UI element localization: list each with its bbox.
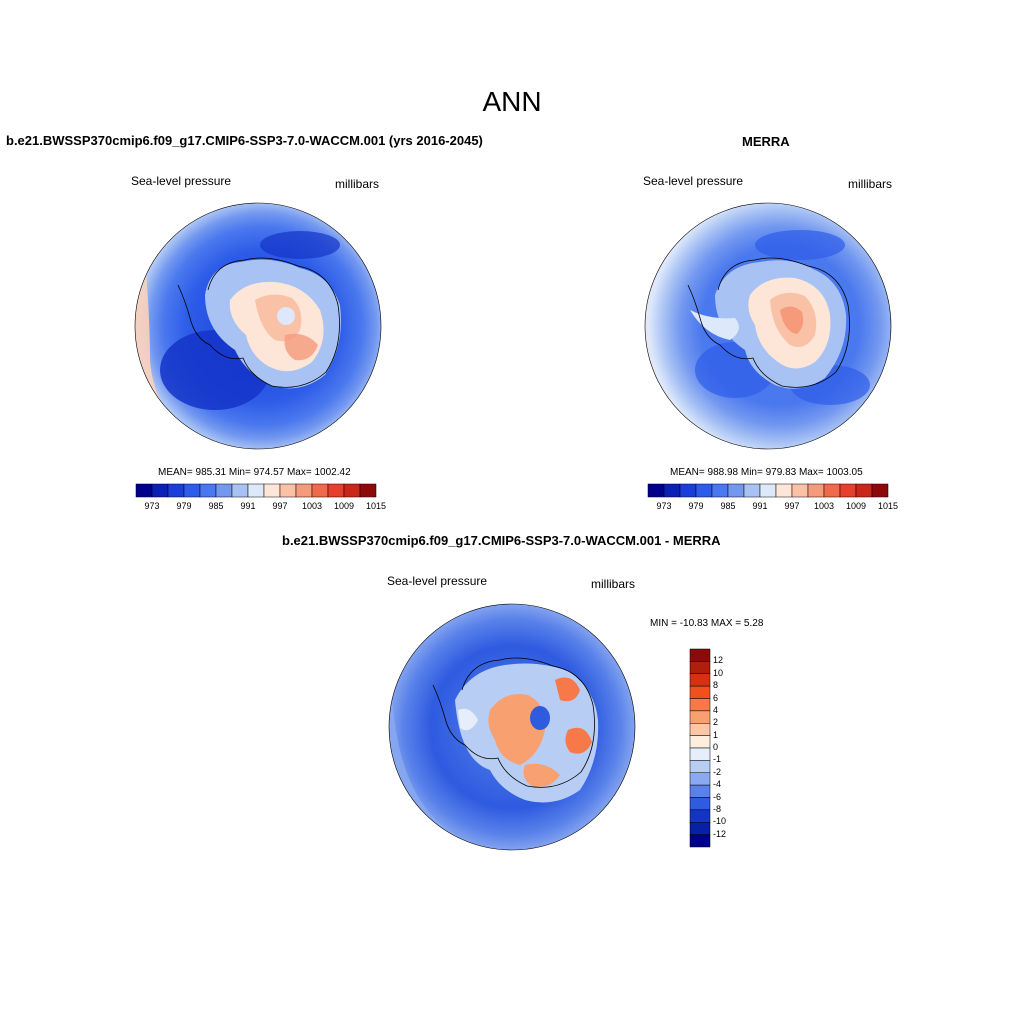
units-label-obs: millibars (848, 177, 893, 191)
colorbar-tick-label: 991 (240, 501, 256, 511)
colorbar-tick-label: 985 (208, 501, 224, 511)
colorbar-swatch (695, 483, 713, 498)
colorbar-tick-label: 997 (272, 501, 288, 511)
colorbar-swatch (689, 698, 711, 712)
colorbar-tick-label: -2 (713, 766, 722, 777)
colorbar-swatch (689, 747, 711, 761)
colorbar-swatch (689, 710, 711, 724)
colorbar-tick-label: 1 (713, 729, 719, 740)
colorbar-tick-label: 10 (713, 667, 724, 678)
stats-obs: MEAN= 988.98 Min= 979.83 Max= 1003.05 (670, 467, 863, 478)
colorbar-tick-label: 1015 (878, 501, 899, 511)
colorbar-swatch (711, 483, 729, 498)
units-label-model: millibars (335, 177, 380, 191)
colorbar-tick-label: 973 (144, 501, 160, 511)
units-label-diff: millibars (591, 577, 636, 591)
colorbar-swatch (759, 483, 777, 498)
colorbar-tick-label: 1009 (846, 501, 867, 511)
colorbar-swatch (689, 772, 711, 786)
colorbar-swatch (689, 809, 711, 823)
colorbar-swatch (311, 483, 329, 498)
colorbar-swatch (823, 483, 841, 498)
colorbar-swatch (871, 483, 889, 498)
colorbar-swatch (839, 483, 857, 498)
colorbar-tick-label: 4 (713, 704, 719, 715)
colorbar-swatch (775, 483, 793, 498)
colorbar-swatch (689, 723, 711, 736)
colorbar-swatch (135, 483, 153, 498)
colorbar-swatch (727, 483, 745, 498)
colorbar-model (135, 483, 377, 498)
colorbar-swatch (689, 822, 711, 835)
colorbar-tick-label: 979 (176, 501, 192, 511)
colorbar-swatch (807, 483, 825, 498)
colorbar-tick-label: 1015 (366, 501, 387, 511)
variable-label-obs: Sea-level pressure (643, 174, 744, 188)
panel-title-diff: b.e21.BWSSP370cmip6.f09_g17.CMIP6-SSP3-7… (282, 533, 721, 548)
colorbar-tick-label: 6 (713, 692, 719, 703)
colorbar-tick-label: 997 (784, 501, 800, 511)
panel-title-obs: MERRA (742, 134, 790, 149)
colorbar-obs (647, 483, 889, 498)
colorbar-tick-label: 8 (713, 680, 719, 691)
colorbar-swatch (689, 661, 711, 674)
colorbar-swatch (151, 483, 169, 498)
figure-title: ANN (482, 86, 542, 117)
colorbar-swatch (689, 648, 711, 662)
colorbar-swatch (295, 483, 313, 498)
colorbar-swatch (279, 483, 297, 498)
colorbar-swatch (647, 483, 665, 498)
colorbar-tick-label: -4 (713, 779, 722, 790)
map-obs (644, 202, 892, 450)
colorbar-tick-label: 12 (713, 655, 724, 666)
colorbar-swatch (855, 483, 873, 498)
colorbar-swatch (327, 483, 345, 498)
colorbar-tick-label: -8 (713, 803, 722, 814)
colorbar-swatch (231, 483, 249, 498)
colorbar-tick-label: -1 (713, 754, 722, 765)
colorbar-swatch (679, 483, 697, 498)
colorbar-swatch (743, 483, 761, 498)
colorbar-tick-label: -6 (713, 791, 722, 802)
colorbar-swatch (215, 483, 233, 498)
variable-label-diff: Sea-level pressure (387, 574, 488, 588)
colorbar-tick-label: 979 (688, 501, 704, 511)
colorbar-swatch (791, 483, 809, 498)
colorbar-swatch (689, 784, 711, 798)
colorbar-swatch (343, 483, 361, 498)
colorbar-swatch (183, 483, 201, 498)
colorbar-tick-label: 2 (713, 717, 719, 728)
colorbar-tick-label: 973 (656, 501, 672, 511)
colorbar-tick-label: 991 (752, 501, 768, 511)
colorbar-tick-label: 1003 (302, 501, 323, 511)
map-diff (388, 603, 636, 851)
colorbar-swatch (263, 483, 281, 498)
colorbar-swatch (167, 483, 185, 498)
colorbar-tick-label: 1003 (814, 501, 835, 511)
colorbar-swatch (199, 483, 217, 498)
colorbar-swatch (689, 735, 711, 749)
map-model (134, 202, 382, 450)
colorbar-swatch (689, 685, 711, 699)
colorbar-swatch (689, 673, 711, 687)
colorbar-swatch (663, 483, 681, 498)
panel-title-model: b.e21.BWSSP370cmip6.f09_g17.CMIP6-SSP3-7… (6, 133, 483, 148)
colorbar-swatch (359, 483, 377, 498)
colorbar-tick-label: 985 (720, 501, 736, 511)
colorbar-tick-label: 1009 (334, 501, 355, 511)
colorbar-tick-label: -10 (713, 816, 727, 827)
colorbar-tick-label: 0 (713, 742, 719, 752)
colorbar-tick-label: -12 (713, 828, 727, 839)
stats-model: MEAN= 985.31 Min= 974.57 Max= 1002.42 (158, 467, 351, 478)
colorbar-swatch (689, 760, 711, 773)
colorbar-diff (689, 648, 711, 848)
variable-label-model: Sea-level pressure (131, 174, 232, 188)
colorbar-swatch (689, 797, 711, 811)
stats-diff: MIN = -10.83 MAX = 5.28 (650, 618, 764, 629)
colorbar-swatch (689, 834, 711, 848)
colorbar-swatch (247, 483, 265, 498)
